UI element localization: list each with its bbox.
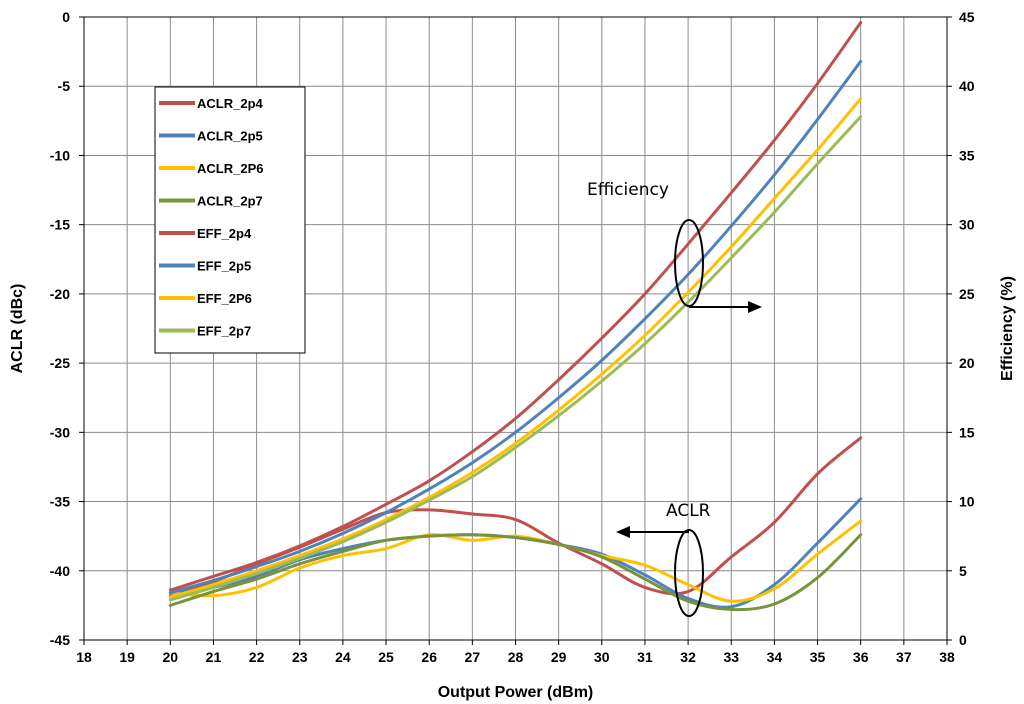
legend-label: EFF_2p5 — [197, 259, 251, 274]
y2-tick-label: 15 — [959, 424, 975, 440]
y-tick-label: -30 — [50, 424, 70, 440]
x-tick-label: 21 — [206, 649, 222, 665]
x-tick-label: 31 — [637, 649, 653, 665]
y2-tick-label: 35 — [959, 147, 975, 163]
y-tick-label: -10 — [50, 147, 70, 163]
annotation-aclr: ACLR — [666, 501, 711, 521]
series-line-eff-2p5 — [168, 59, 863, 595]
x-tick-label: 33 — [723, 649, 739, 665]
legend: ACLR_2p4 ACLR_2p5 ACLR_2P6 ACLR_2p7 EFF_2p4 E… — [154, 86, 306, 354]
legend-label: EFF_2p4 — [197, 226, 252, 241]
series-line-eff-2p4 — [168, 21, 863, 592]
x-tick-label: 35 — [810, 649, 826, 665]
x-tick-label: 32 — [680, 649, 696, 665]
x-tick-label: 22 — [249, 649, 265, 665]
x-tick-label: 19 — [119, 649, 135, 665]
y2-tick-label: 45 — [959, 9, 975, 25]
annotation-aclr-arrowhead — [616, 526, 630, 538]
x-tick-label: 27 — [465, 649, 481, 665]
y2-tick-label: 0 — [959, 632, 967, 648]
legend-label: EFF_2P6 — [197, 291, 252, 306]
x-tick-label: 18 — [76, 649, 92, 665]
series-lines — [168, 21, 863, 612]
y-tick-label: 0 — [62, 9, 70, 25]
y2-axis-label: Efficiency (%) — [999, 276, 1016, 381]
legend-box — [154, 86, 306, 354]
y-tick-label: -35 — [50, 494, 70, 510]
series-line-eff-2p7 — [168, 115, 863, 602]
x-tick-label: 36 — [853, 649, 869, 665]
x-tick-label: 38 — [939, 649, 955, 665]
x-tick-label: 23 — [292, 649, 308, 665]
y2-tick-label: 25 — [959, 286, 975, 302]
x-tick-label: 37 — [896, 649, 912, 665]
y2-tick-label: 10 — [959, 494, 975, 510]
x-tick-label: 20 — [163, 649, 179, 665]
y2-tick-label: 20 — [959, 355, 975, 371]
series-line-aclr-2p7 — [168, 533, 863, 612]
x-tick-label: 25 — [378, 649, 394, 665]
y-axis-label: ACLR (dBc) — [9, 284, 26, 374]
y-tick-label: -20 — [50, 286, 70, 302]
x-tick-label: 26 — [421, 649, 437, 665]
y2-tick-label: 40 — [959, 78, 975, 94]
annotation-efficiency: Efficiency — [587, 180, 669, 200]
y-tick-label: -15 — [50, 217, 70, 233]
y-tick-label: -40 — [50, 563, 70, 579]
annotation-efficiency-arrowhead — [748, 301, 762, 313]
annotation-aclr-ellipse — [674, 529, 704, 617]
x-tick-label: 28 — [508, 649, 524, 665]
x-tick-label: 34 — [767, 649, 783, 665]
annotations: Efficiency ACLR — [587, 180, 762, 617]
legend-label: ACLR_2P6 — [197, 161, 263, 176]
x-tick-label: 29 — [551, 649, 567, 665]
y-tick-label: -45 — [50, 632, 70, 648]
series-line-eff-2p6 — [168, 97, 863, 599]
y2-tick-label: 30 — [959, 217, 975, 233]
legend-label: ACLR_2p4 — [197, 96, 264, 111]
legend-label: EFF_2p7 — [197, 324, 251, 339]
y-tick-label: -5 — [58, 78, 71, 94]
tick-labels: 18 19 20 21 22 23 24 25 26 27 28 29 30 31 32 33 34 35 36 37… — [50, 9, 975, 665]
x-axis-label: Output Power (dBm) — [438, 684, 594, 701]
legend-label: ACLR_2p7 — [197, 194, 263, 209]
y-tick-label: -25 — [50, 355, 70, 371]
x-tick-label: 24 — [335, 649, 351, 665]
y2-tick-label: 5 — [959, 563, 967, 579]
x-tick-label: 30 — [594, 649, 610, 665]
legend-label: ACLR_2p5 — [197, 129, 263, 144]
